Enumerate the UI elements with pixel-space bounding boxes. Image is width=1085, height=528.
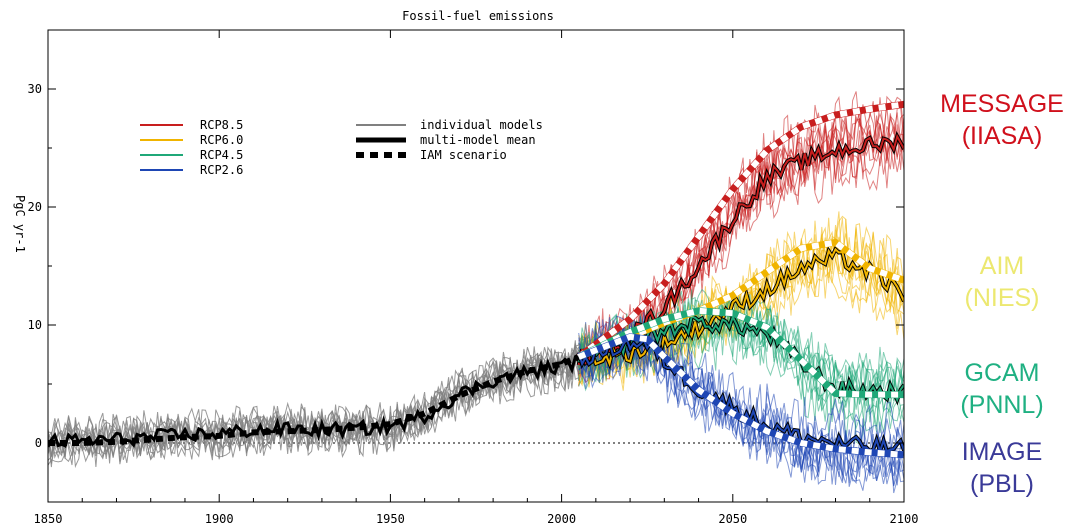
x-tick-label: 2000	[547, 512, 576, 526]
legend-label-dashed: IAM scenario	[420, 148, 507, 162]
chart-title: Fossil-fuel emissions	[402, 9, 554, 23]
legend-label-rcp26: RCP2.6	[200, 163, 243, 177]
x-tick-label: 1950	[376, 512, 405, 526]
legend-label-thick: multi-model mean	[420, 133, 536, 147]
side-label-image-org: (PBL)	[970, 470, 1034, 498]
side-label-gcam-name: GCAM	[964, 359, 1040, 387]
x-tick-label: 2050	[718, 512, 747, 526]
side-label-image-name: IMAGE	[961, 438, 1043, 466]
individual-model-line-historical	[48, 347, 580, 468]
side-label-message: MESSAGE (IIASA)	[932, 88, 1072, 152]
y-tick-label: 20	[28, 200, 42, 214]
y-axis-label: PgC yr-1	[13, 195, 27, 253]
x-tick-label: 1900	[205, 512, 234, 526]
legend-label-rcp45: RCP4.5	[200, 148, 243, 162]
iam-scenario-rcp45	[577, 307, 904, 398]
side-label-aim: AIM (NIES)	[932, 250, 1072, 314]
side-label-message-org: (IIASA)	[961, 122, 1043, 150]
y-tick-label: 30	[28, 82, 42, 96]
side-label-aim-name: AIM	[979, 252, 1025, 280]
y-tick-label: 0	[35, 436, 42, 450]
side-label-gcam: GCAM (PNNL)	[932, 357, 1072, 421]
legend-label-thin: individual models	[420, 118, 543, 132]
axes: 1850 1900 1950 2000 2050 2100 0 10 20 30	[28, 30, 919, 526]
side-label-gcam-org: (PNNL)	[960, 391, 1044, 419]
iam-scenario-band-rcp85	[576, 100, 904, 360]
x-tick-label: 1850	[34, 512, 63, 526]
iam-scenario-rcp60	[577, 239, 904, 360]
legend-label-rcp60: RCP6.0	[200, 133, 243, 147]
iam-scenario-rcp26	[577, 333, 904, 458]
y-tick-label: 10	[28, 318, 42, 332]
legend-label-rcp85: RCP8.5	[200, 118, 243, 132]
side-label-aim-org: (NIES)	[964, 284, 1040, 312]
side-label-message-name: MESSAGE	[940, 90, 1064, 118]
plot-area	[48, 91, 904, 494]
multi-model-mean-rcp60	[578, 247, 904, 368]
side-label-image: IMAGE (PBL)	[932, 436, 1072, 500]
x-tick-label: 2100	[890, 512, 919, 526]
